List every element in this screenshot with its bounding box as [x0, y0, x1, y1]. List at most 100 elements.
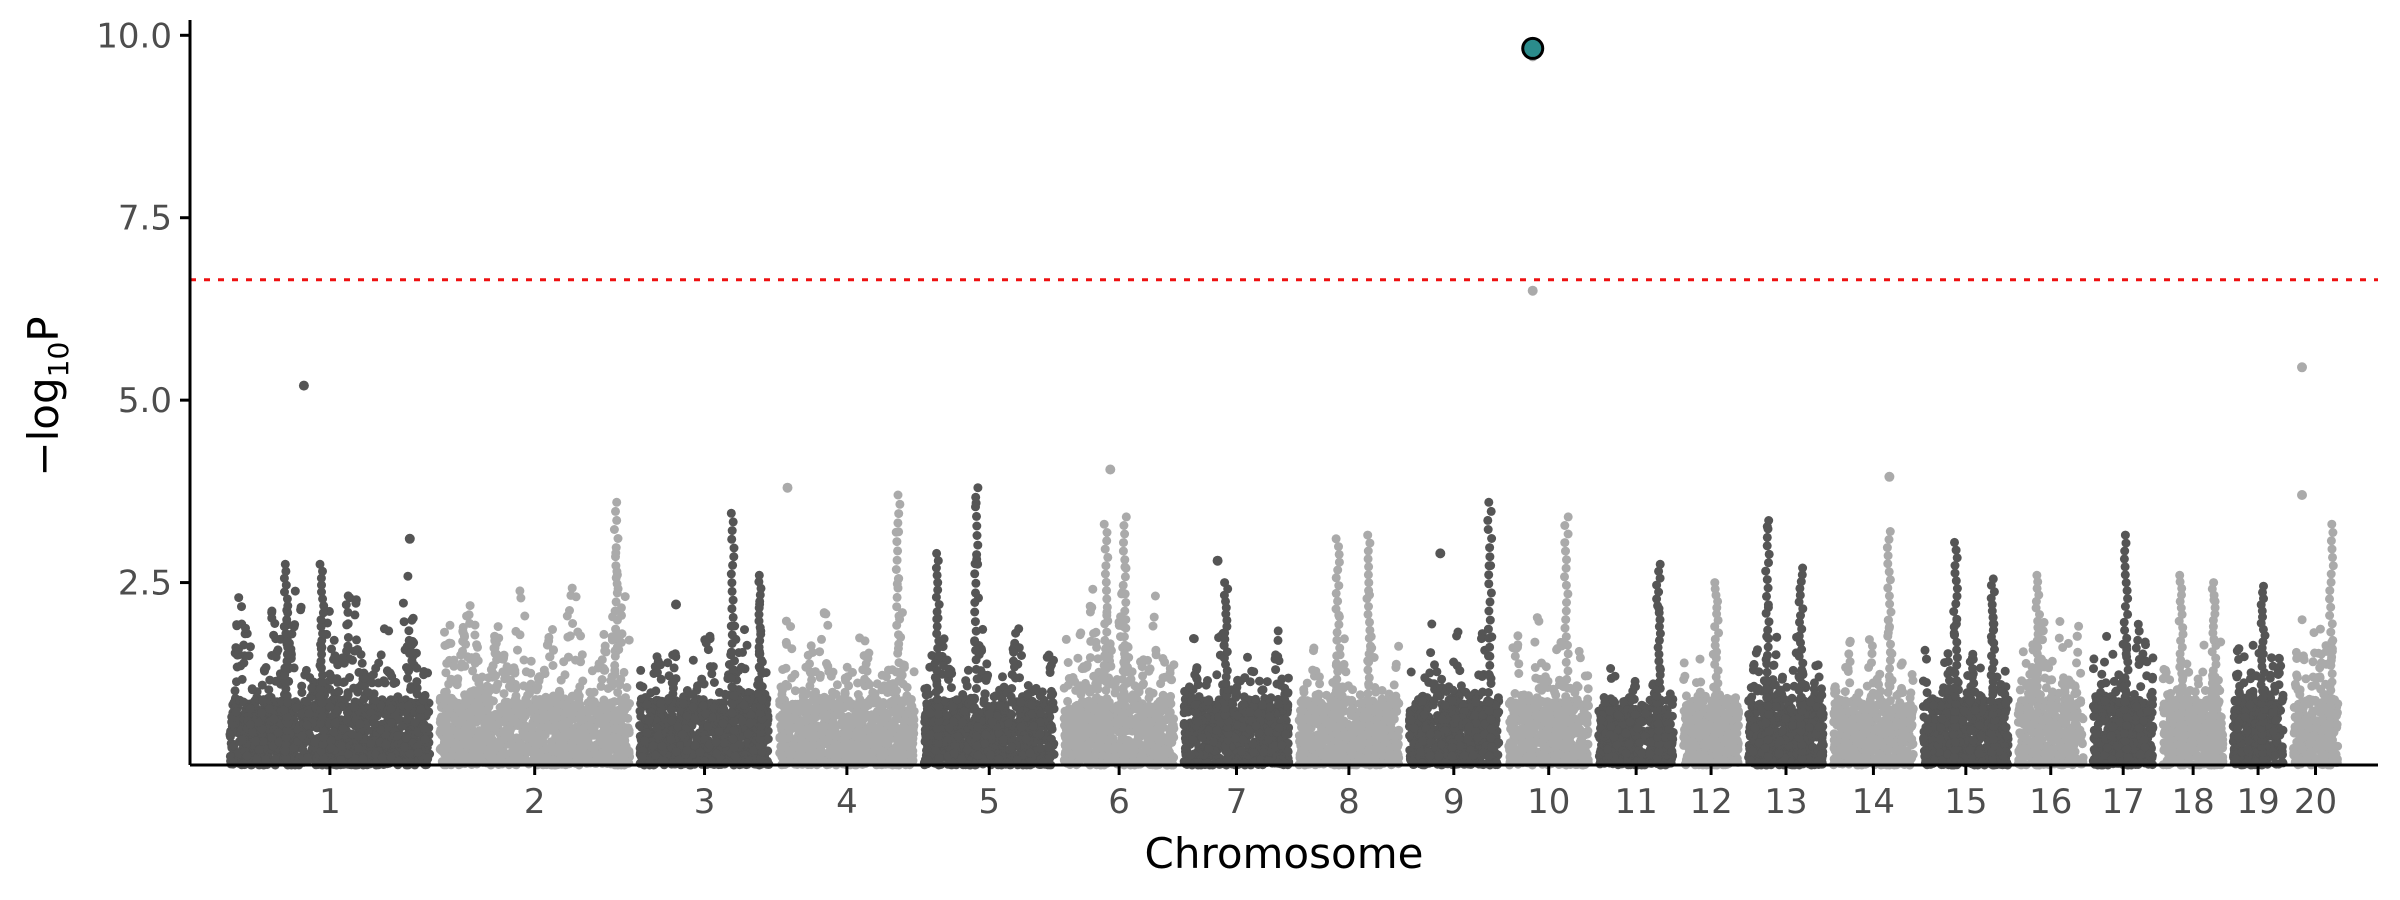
snp-point: [610, 724, 620, 734]
snp-point: [688, 702, 698, 712]
snp-point: [466, 687, 476, 697]
snp-point: [349, 683, 359, 693]
snp-point: [600, 641, 610, 651]
snp-point: [594, 659, 604, 669]
snp-point: [542, 640, 552, 650]
snp-point: [447, 751, 457, 761]
snp-point: [853, 699, 863, 709]
snp-point: [703, 722, 713, 732]
snp-point: [543, 752, 552, 762]
snp-point: [611, 561, 621, 571]
snp-point: [525, 733, 535, 743]
snp-point: [652, 668, 662, 678]
snp-point: [893, 546, 903, 556]
snp-point: [613, 733, 623, 743]
snp-outlier-point: [404, 533, 415, 544]
snp-point: [726, 673, 736, 683]
snp-point: [232, 620, 242, 630]
snp-point: [245, 704, 255, 714]
snp-point: [581, 739, 591, 749]
snp-point: [727, 708, 737, 718]
snp-point: [449, 661, 459, 671]
snp-point: [671, 747, 681, 757]
chromosome-3-points: [635, 508, 774, 770]
snp-point: [370, 719, 379, 729]
snp-point: [399, 617, 409, 627]
snp-point: [831, 740, 841, 750]
snp-point: [885, 680, 895, 689]
snp-point: [535, 695, 545, 704]
snp-point: [403, 673, 413, 683]
snp-point: [567, 583, 577, 593]
snp-point: [754, 570, 764, 580]
snp-point: [466, 737, 476, 747]
snp-point: [778, 665, 788, 674]
snp-point: [613, 688, 623, 697]
snp-point: [379, 624, 389, 634]
snp-point: [327, 644, 336, 654]
snp-point: [709, 678, 719, 687]
snp-point: [726, 508, 736, 518]
snp-point: [610, 679, 620, 688]
snp-point: [882, 737, 892, 747]
snp-point: [380, 678, 390, 688]
snp-point: [894, 509, 904, 519]
snp-point: [234, 644, 243, 654]
snp-point: [232, 662, 242, 672]
snp-point: [651, 750, 660, 760]
snp-point: [894, 630, 903, 640]
snp-point: [416, 704, 426, 714]
snp-point: [727, 604, 737, 614]
snp-point: [728, 595, 738, 605]
snp-point: [413, 748, 423, 757]
snp-point: [473, 656, 483, 666]
snp-point: [271, 676, 281, 686]
snp-point: [894, 751, 904, 761]
snp-point: [438, 745, 448, 755]
snp-point: [599, 629, 609, 639]
snp-point: [653, 731, 663, 741]
snp-point: [327, 673, 337, 683]
snp-point: [729, 552, 739, 562]
snp-point: [239, 658, 249, 668]
snp-point: [921, 685, 931, 695]
snp-point: [891, 527, 901, 537]
snp-point: [343, 591, 353, 601]
snp-point: [667, 716, 677, 726]
snp-point: [640, 736, 650, 746]
snp-point: [613, 715, 623, 725]
snp-point: [343, 690, 353, 700]
snp-point: [652, 723, 662, 733]
snp-point: [513, 645, 522, 655]
snp-point: [810, 667, 820, 677]
snp-point: [822, 736, 832, 746]
snp-point: [290, 586, 300, 596]
snp-point: [729, 743, 739, 753]
snp-point: [302, 753, 312, 763]
snp-point: [499, 689, 509, 699]
snp-point: [791, 707, 801, 717]
snp-point: [798, 686, 808, 696]
snp-point: [474, 712, 484, 721]
snp-point: [894, 658, 904, 668]
snp-point: [727, 630, 737, 640]
snp-point: [389, 679, 399, 688]
snp-point: [297, 688, 307, 697]
snp-point: [610, 651, 620, 661]
snp-point: [576, 631, 586, 641]
snp-point: [258, 695, 268, 705]
snp-point: [418, 695, 428, 705]
snp-point: [866, 733, 876, 743]
snp-point: [406, 647, 416, 657]
snp-point: [743, 729, 753, 739]
snp-point: [745, 718, 755, 728]
snp-point: [497, 702, 507, 712]
snp-point: [547, 698, 557, 707]
snp-point: [612, 570, 622, 580]
snp-point: [466, 751, 476, 761]
snp-point: [865, 680, 874, 690]
snp-point: [729, 725, 739, 735]
snp-point: [726, 569, 736, 579]
snp-point: [315, 559, 325, 569]
snp-point: [883, 688, 892, 697]
